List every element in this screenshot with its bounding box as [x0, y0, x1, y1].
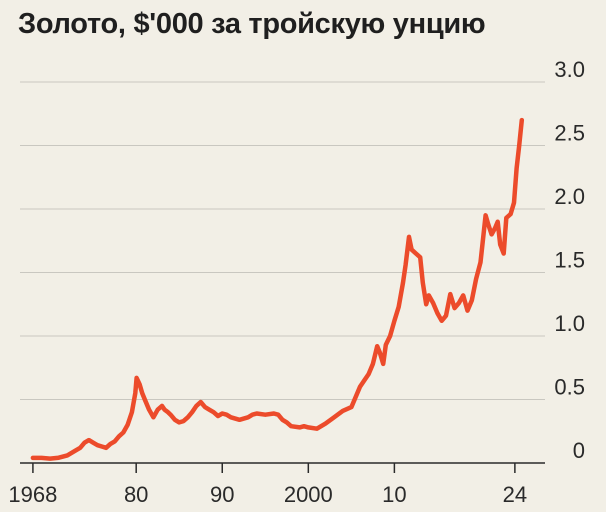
x-tick-label: 24	[503, 482, 527, 507]
y-tick-label: 1.0	[554, 311, 585, 336]
x-tick-label: 10	[382, 482, 406, 507]
chart-title: Золото, $'000 за тройскую унцию	[18, 8, 486, 40]
y-tick-label: 0	[573, 438, 585, 463]
series-line-gold-price	[30, 117, 525, 461]
y-tick-label: 2.5	[554, 121, 585, 146]
gridlines	[20, 81, 545, 400]
y-tick-label: 3.0	[554, 57, 585, 82]
x-tick-label: 2000	[284, 482, 333, 507]
y-tick-label: 0.5	[554, 375, 585, 400]
y-axis-labels: 0 0.5 1.0 1.5 2.0 2.5 3.0	[554, 57, 585, 463]
x-axis: 1968 80 90 2000 10 24	[8, 462, 545, 507]
y-tick-label: 2.0	[554, 184, 585, 209]
x-tick-label: 80	[124, 482, 148, 507]
series-layer	[30, 117, 525, 461]
x-tick-label: 90	[210, 482, 234, 507]
y-tick-label: 1.5	[554, 248, 585, 273]
x-tick-label: 1968	[8, 482, 57, 507]
